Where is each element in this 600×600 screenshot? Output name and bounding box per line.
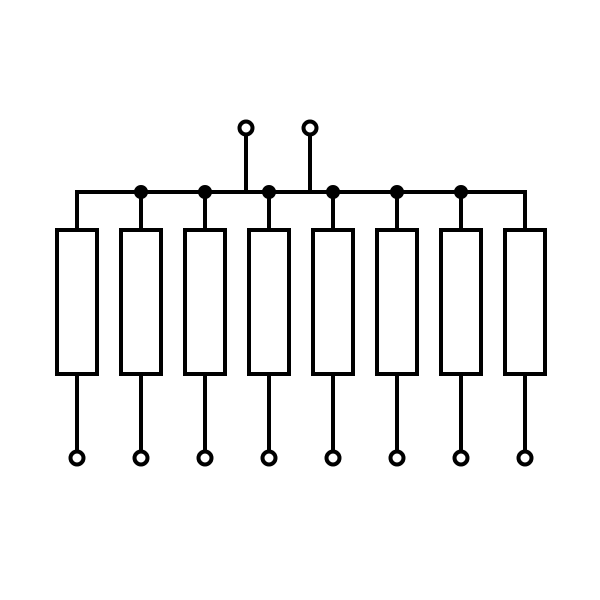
resistor-7 <box>505 230 545 374</box>
bottom-terminal-6 <box>455 452 468 465</box>
resistor-3 <box>249 230 289 374</box>
bus-junction-3 <box>263 186 276 199</box>
bottom-terminal-1 <box>135 452 148 465</box>
bottom-terminal-3 <box>263 452 276 465</box>
resistor-1 <box>121 230 161 374</box>
circuit-schematic <box>0 0 600 600</box>
top-tap-terminal-1 <box>304 122 317 135</box>
resistor-2 <box>185 230 225 374</box>
resistor-4 <box>313 230 353 374</box>
bottom-terminal-5 <box>391 452 404 465</box>
bus-junction-1 <box>135 186 148 199</box>
bus-junction-6 <box>455 186 468 199</box>
bottom-terminal-4 <box>327 452 340 465</box>
bottom-terminal-7 <box>519 452 532 465</box>
resistor-0 <box>57 230 97 374</box>
top-tap-terminal-0 <box>240 122 253 135</box>
bus-junction-2 <box>199 186 212 199</box>
bus-junction-4 <box>327 186 340 199</box>
resistor-6 <box>441 230 481 374</box>
resistor-5 <box>377 230 417 374</box>
bottom-terminal-2 <box>199 452 212 465</box>
bottom-terminal-0 <box>71 452 84 465</box>
bus-junction-5 <box>391 186 404 199</box>
